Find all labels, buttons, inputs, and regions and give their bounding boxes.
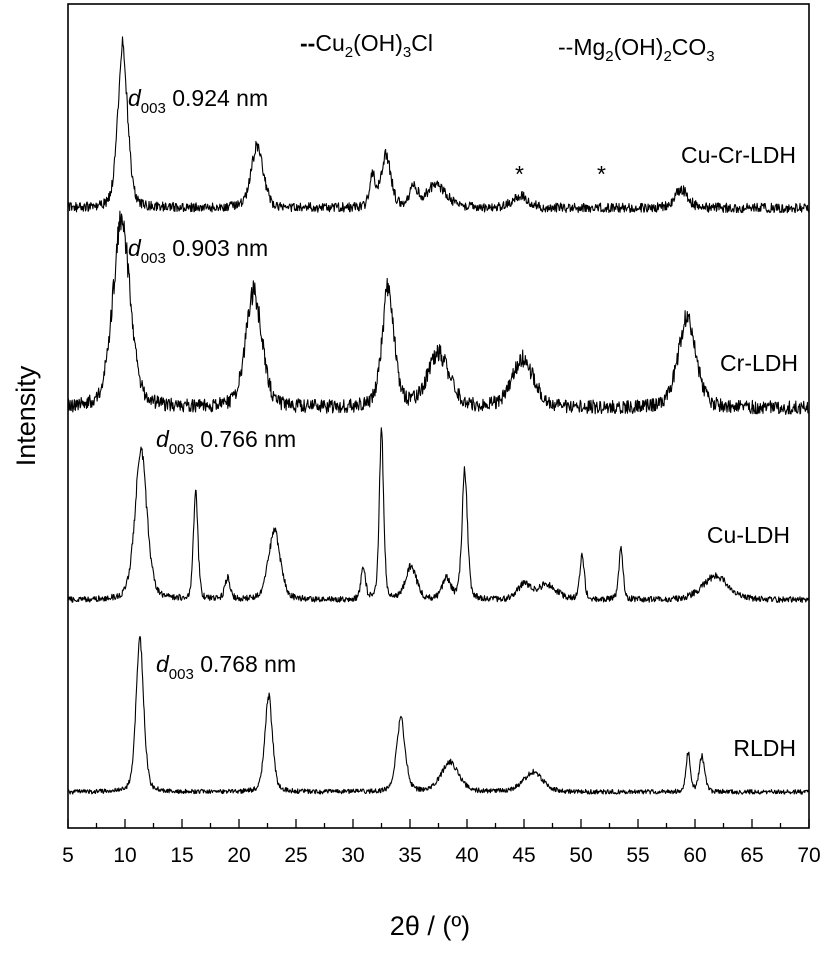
plot-frame <box>67 3 810 829</box>
x-tick-label: 45 <box>512 844 535 867</box>
d-spacing-annotation: d003 0.903 nm <box>128 235 268 267</box>
series-label-cr-ldh: Cr-LDH <box>720 350 798 376</box>
x-axis-ticks: 5 10 15 20 25 30 35 40 45 50 55 60 65 70 <box>62 819 821 867</box>
series-line-cr-ldh <box>67 210 810 415</box>
d-spacing-annotation: d003 0.924 nm <box>128 85 268 117</box>
series-label-cu-cr-ldh: Cu-Cr-LDH <box>681 142 796 168</box>
series-label-cu-ldh: Cu-LDH <box>707 522 790 548</box>
peak-marker-asterisk: * <box>515 161 524 187</box>
series-label-rldh: RLDH <box>733 735 796 761</box>
x-tick-label: 5 <box>62 844 74 867</box>
legend-marker-2: -- <box>558 34 573 60</box>
x-tick-label: 30 <box>341 844 364 867</box>
x-tick-label: 10 <box>113 844 136 867</box>
legend-marker-1: -- <box>300 30 315 56</box>
series-line-cu-ldh <box>67 427 810 604</box>
x-tick-label: 35 <box>398 844 421 867</box>
x-tick-label: 50 <box>569 844 592 867</box>
x-axis-title: 2θ / (º) <box>390 911 470 941</box>
series-layer <box>67 36 810 795</box>
x-tick-label: 55 <box>626 844 649 867</box>
x-tick-label: 15 <box>170 844 193 867</box>
series-line-cu-cr-ldh <box>67 36 810 214</box>
series-line-rldh <box>67 635 810 795</box>
x-tick-label: 20 <box>227 844 250 867</box>
d-spacing-annotation: d003 0.768 nm <box>156 651 296 683</box>
annotation-layer: Cu-Cr-LDH d003 0.924 nm * * Cr-LDH d003 0.903… <box>128 85 798 761</box>
x-tick-label: 60 <box>683 844 706 867</box>
d-spacing-annotation: d003 0.766 nm <box>156 426 296 458</box>
peak-marker-asterisk: * <box>597 161 606 187</box>
legend-item-mg2oh2co3: --Mg2(OH)2CO3 <box>558 34 715 65</box>
x-tick-label: 70 <box>797 844 820 867</box>
legend-item-cu2oh3cl: --Cu2(OH)3Cl <box>300 30 433 61</box>
x-tick-label: 25 <box>284 844 307 867</box>
x-tick-label: 65 <box>740 844 763 867</box>
x-tick-label: 40 <box>455 844 478 867</box>
legend: --Cu2(OH)3Cl --Mg2(OH)2CO3 <box>300 30 715 65</box>
y-axis-title: Intensity <box>11 365 41 466</box>
